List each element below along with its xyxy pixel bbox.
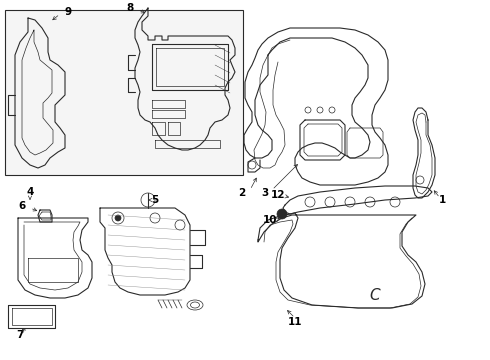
Text: 7: 7: [16, 330, 24, 340]
Text: 3: 3: [261, 188, 269, 198]
Text: 6: 6: [19, 201, 25, 211]
Text: C: C: [369, 288, 380, 302]
Bar: [5, 10, 243, 175]
Text: 10: 10: [263, 215, 277, 225]
Text: 8: 8: [126, 3, 134, 13]
Text: 5: 5: [151, 195, 159, 205]
Text: 2: 2: [238, 188, 245, 198]
Circle shape: [115, 215, 121, 221]
Ellipse shape: [187, 300, 203, 310]
Text: 11: 11: [288, 317, 302, 327]
Circle shape: [277, 209, 287, 219]
Text: 1: 1: [439, 195, 445, 205]
Text: 9: 9: [65, 7, 72, 17]
Text: 4: 4: [26, 187, 34, 197]
Text: 12: 12: [271, 190, 285, 200]
